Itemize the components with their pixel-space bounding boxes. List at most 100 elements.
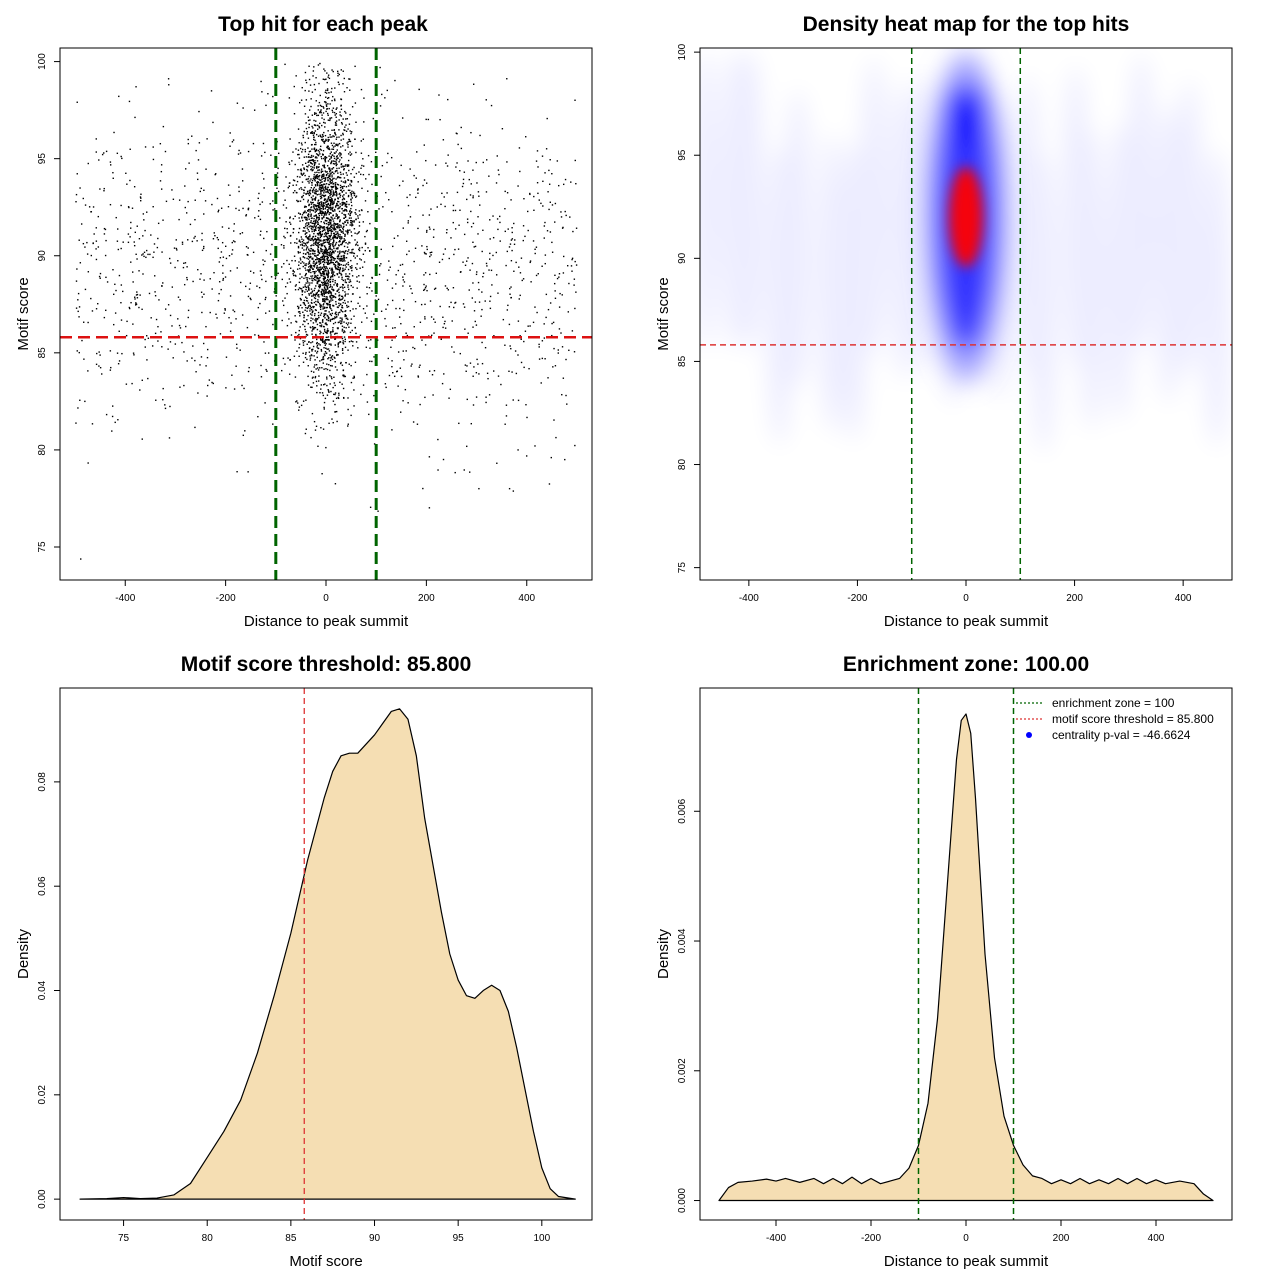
scatter-point: [324, 211, 327, 213]
scatter-point: [154, 295, 157, 297]
scatter-point: [332, 421, 334, 424]
scatter-point: [315, 100, 317, 102]
scatter-point: [324, 207, 326, 210]
scatter-point: [337, 266, 339, 268]
scatter-point: [329, 223, 332, 225]
scatter-point: [343, 286, 346, 289]
scatter-point: [311, 198, 314, 200]
scatter-point: [103, 233, 106, 235]
scatter-point: [318, 201, 321, 204]
scatter-point: [455, 166, 457, 168]
scatter-point: [526, 416, 528, 419]
scatter-point: [354, 211, 356, 214]
scatter-point: [352, 340, 354, 343]
scatter-point: [229, 194, 231, 196]
scatter-point: [493, 335, 495, 337]
scatter-point: [341, 276, 343, 279]
scatter-point: [318, 206, 320, 209]
scatter-point: [424, 396, 426, 399]
scatter-point: [384, 383, 387, 385]
scatter-point: [343, 189, 345, 192]
scatter-point: [486, 265, 488, 267]
scatter-point: [309, 264, 312, 266]
scatter-point: [315, 185, 317, 187]
scatter-point: [87, 271, 90, 273]
scatter-point: [343, 240, 345, 242]
scatter-point: [309, 209, 311, 211]
scatter-point: [444, 205, 446, 208]
scatter-point: [335, 311, 337, 313]
scatter-point: [317, 347, 319, 349]
heatmap-red: [949, 167, 983, 268]
scatter-point: [332, 70, 334, 73]
scatter-point: [316, 356, 318, 359]
scatter-point: [175, 247, 178, 250]
scatter-point: [350, 267, 352, 269]
scatter-point: [187, 239, 189, 241]
scatter-point: [352, 377, 354, 379]
scatter-point: [472, 404, 475, 406]
scatter-point: [326, 376, 328, 378]
scatter-point: [348, 169, 350, 172]
scatter-point: [481, 291, 483, 293]
scatter-point: [507, 228, 509, 230]
scatter-point: [249, 270, 252, 272]
scatter-point: [231, 141, 234, 143]
scatter-point: [309, 357, 312, 359]
scatter-point: [81, 339, 83, 342]
scatter-point: [336, 107, 338, 109]
scatter-point: [321, 293, 323, 296]
scatter-point: [262, 263, 265, 266]
scatter-point: [178, 324, 181, 327]
scatter-point: [331, 217, 333, 219]
scatter-point: [324, 297, 326, 300]
scatter-point: [338, 119, 340, 121]
scatter-point: [321, 124, 323, 127]
scatter-point: [330, 201, 333, 203]
scatter-point: [319, 280, 321, 282]
scatter-point: [323, 222, 326, 225]
scatter-point: [385, 191, 387, 194]
scatter-point: [321, 217, 323, 219]
scatter-point: [311, 244, 313, 246]
density-curve: [718, 713, 1214, 1202]
legend-label: centrality p-val = -46.6624: [1052, 728, 1191, 742]
scatter-point: [236, 102, 239, 104]
y-tick-label: 90: [37, 250, 48, 262]
scatter-point: [310, 168, 312, 171]
scatter-point: [321, 274, 323, 277]
scatter-point: [292, 273, 294, 275]
scatter-point: [551, 241, 553, 244]
scatter-point: [305, 428, 307, 430]
scatter-point: [324, 190, 326, 192]
scatter-point: [362, 165, 365, 167]
scatter-point: [544, 262, 546, 265]
scatter-point: [333, 318, 335, 320]
scatter-point: [336, 306, 339, 308]
scatter-point: [331, 249, 333, 251]
scatter-point: [361, 246, 363, 249]
scatter-point: [331, 275, 334, 277]
scatter-point: [519, 170, 521, 173]
scatter-point: [326, 146, 328, 149]
scatter-point: [423, 289, 425, 292]
scatter-point: [304, 304, 307, 307]
scatter-point: [470, 183, 472, 185]
scatter-point: [332, 203, 334, 206]
scatter-point: [490, 269, 493, 272]
scatter-point: [98, 275, 101, 278]
scatter-point: [297, 335, 299, 337]
scatter-point: [335, 303, 337, 305]
scatter-point: [313, 176, 315, 178]
scatter-point: [344, 221, 346, 223]
scatter-point: [367, 247, 369, 249]
scatter-point: [419, 321, 422, 323]
scatter-point: [171, 189, 173, 191]
scatter-point: [324, 331, 327, 334]
scatter-point: [270, 276, 273, 278]
scatter-point: [310, 239, 312, 241]
scatter-point: [202, 342, 205, 345]
y-axis-label: Motif score: [15, 277, 32, 350]
scatter-point: [330, 191, 332, 193]
scatter-point: [341, 243, 343, 246]
